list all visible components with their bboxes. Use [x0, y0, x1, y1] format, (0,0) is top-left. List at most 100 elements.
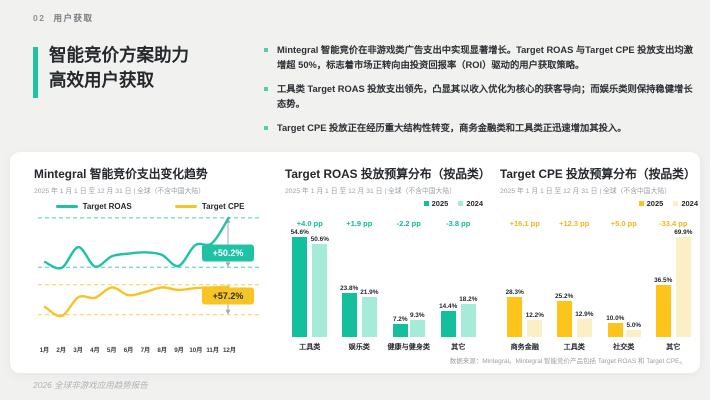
- bar-wrap: 18.2%: [459, 296, 477, 337]
- bar-group: 28.3% 12.2%: [500, 233, 550, 337]
- bar: [556, 300, 572, 337]
- legend-swatch-icon: [673, 201, 679, 206]
- month-tick: 12月: [222, 347, 237, 354]
- bar-wrap: 7.2%: [392, 316, 408, 337]
- month-tick: 9月: [174, 347, 184, 354]
- page-eyebrow: 02 用户获取: [33, 12, 93, 24]
- bars-area: 28.3% 12.2% 25.2% 12.9% 10.0% 5.0% 36.5% 69.9%: [500, 229, 699, 337]
- month-tick: 3月: [73, 347, 83, 354]
- bar-value-label: 36.5%: [654, 276, 673, 284]
- bar-group: 14.4% 18.2%: [434, 233, 484, 337]
- bar: [507, 296, 523, 337]
- bar: [626, 329, 642, 337]
- page-title: 智能竞价方案助力 高效用户获取: [49, 43, 189, 98]
- bar-value-label: 28.3%: [505, 288, 524, 296]
- category-tick: 娱乐类: [348, 343, 370, 351]
- bar-value-label: 50.6%: [310, 236, 329, 244]
- bar-value-label: 12.2%: [525, 311, 544, 319]
- bullet-item: 工具类 Target ROAS 投放支出领先，凸显其以收入优化为核心的获客导向；…: [264, 82, 698, 112]
- page-title-line1: 智能竞价方案助力: [49, 45, 189, 65]
- month-tick: 8月: [157, 347, 168, 354]
- source-note: 数据来源：Mintegral。Mintegral 智能竞价产品包括 Target…: [449, 358, 686, 365]
- svg-text:+50.2%: +50.2%: [213, 248, 244, 258]
- bar-wrap: 50.6%: [311, 236, 329, 337]
- bar-group: 10.0% 5.0%: [599, 233, 649, 337]
- page-title-line2: 高效用户获取: [49, 70, 154, 91]
- bullet-text: 工具类 Target ROAS 投放支出领先，凸显其以收入优化为核心的获客导向；…: [277, 84, 693, 110]
- bar-value-label: 9.3%: [409, 312, 425, 319]
- bar-wrap: 12.2%: [525, 311, 544, 337]
- key-insights-list: Mintegral 智能竞价在非游戏类广告支出中实现显著增长。Target RO…: [264, 43, 698, 136]
- section-label: 用户获取: [53, 13, 94, 23]
- bar: [655, 284, 671, 337]
- bar: [527, 319, 543, 337]
- month-axis: 1月 2月 3月 4月 5月 6月 7月 8月 9月 10月 11月 12月: [36, 345, 238, 354]
- change-pp-label: +1.9 pp: [346, 219, 373, 228]
- bar-group: 54.6% 50.6%: [285, 229, 335, 337]
- category-tick: 其它: [451, 343, 466, 351]
- change-pp-label: +16.1 pp: [509, 219, 540, 228]
- bar: [361, 296, 377, 337]
- bullet-square-icon: [264, 47, 268, 52]
- category-axis: 商务金融 工具类 社交类 其它: [500, 342, 698, 352]
- chart-title: Mintegral 智能竞价支出变化趋势: [34, 167, 208, 181]
- bar-wrap: 54.6%: [291, 229, 309, 337]
- legend-swatch-icon: [423, 201, 429, 206]
- change-pp-label: -2.2 pp: [396, 219, 421, 228]
- bullet-item: Mintegral 智能竞价在非游戏类广告支出中实现显著增长。Target RO…: [264, 43, 698, 73]
- bar-group: 25.2% 12.9%: [550, 233, 600, 337]
- month-tick: 1月: [39, 347, 50, 354]
- month-tick: 7月: [140, 347, 151, 354]
- roas-budget-chart: Target ROAS 投放预算分布（按品类） 2025 年 1 月 1 日 至…: [285, 165, 491, 352]
- bar: [409, 320, 425, 337]
- charts-card: Mintegral 智能竞价支出变化趋势 2025 年 1 月 1 日 至 12…: [10, 152, 700, 373]
- chart-title: Target CPE 投放预算分布（按品类）: [500, 167, 696, 181]
- line-swatch-icon: [55, 205, 78, 208]
- month-tick: 2月: [56, 347, 67, 354]
- legend-swatch-icon: [638, 201, 644, 206]
- cpe-budget-chart: Target CPE 投放预算分布（按品类） 2025 年 1 月 1 日 至 …: [500, 165, 698, 352]
- line-swatch-icon: [174, 205, 197, 208]
- title-accent-bar: [33, 47, 38, 98]
- bar: [440, 310, 456, 337]
- month-tick: 10月: [189, 347, 203, 354]
- bar-value-label: 14.4%: [439, 302, 458, 310]
- bar-wrap: 36.5%: [654, 277, 672, 337]
- year-legend: 2025 2024: [500, 199, 698, 208]
- spend-trend-svg: +50.2% +57.2%: [38, 216, 260, 318]
- change-pp-label: -33.4 pp: [659, 219, 688, 228]
- bar-wrap: 14.4%: [439, 303, 457, 337]
- bar-wrap: 9.3%: [409, 312, 425, 337]
- change-labels-row: +16.1 pp +12.3 pp +5.0 pp -33.4 pp: [500, 219, 698, 228]
- legend-item: 2024: [673, 199, 698, 208]
- category-tick: 其它: [666, 343, 681, 351]
- bar: [460, 303, 476, 337]
- month-tick: 6月: [123, 347, 134, 354]
- bar: [312, 244, 328, 337]
- bar: [392, 323, 408, 337]
- bar-wrap: 5.0%: [626, 322, 642, 337]
- legend-item: Target CPE: [174, 202, 244, 211]
- bar-group: 36.5% 69.9%: [649, 229, 699, 337]
- bar-value-label: 54.6%: [290, 229, 309, 236]
- spend-trend-chart: Mintegral 智能竞价支出变化趋势 2025 年 1 月 1 日 至 12…: [34, 165, 266, 354]
- bar-wrap: 28.3%: [505, 288, 524, 337]
- bullet-square-icon: [264, 125, 268, 130]
- page-number: 02: [33, 13, 46, 23]
- legend-swatch-icon: [458, 201, 464, 206]
- bars-area: 54.6% 50.6% 23.8% 21.9% 7.2% 9.3% 14.4% 18.2%: [285, 229, 484, 337]
- legend-item: Target ROAS: [55, 202, 132, 211]
- title-block: 智能竞价方案助力 高效用户获取: [33, 45, 189, 98]
- bar-wrap: 25.2%: [555, 293, 573, 337]
- bar-wrap: 12.9%: [575, 311, 593, 337]
- chart-title: Target ROAS 投放预算分布（按品类）: [285, 167, 491, 181]
- bullet-item: Target CPE 投放正在经历重大结构性转变，商务金融类和工具类正迅速增加其…: [264, 121, 698, 136]
- category-tick: 商务金融: [510, 343, 539, 351]
- chart-subtitle: 2025 年 1 月 1 日 至 12 月 31 日 | 全球（不含中国大陆）: [34, 188, 205, 195]
- category-axis: 工具类 娱乐类 健康与健身类 其它: [285, 342, 483, 352]
- legend-item: 2025: [638, 199, 663, 208]
- bullet-square-icon: [264, 86, 268, 91]
- bar-value-label: 23.8%: [340, 285, 359, 293]
- bar-value-label: 69.9%: [674, 229, 693, 236]
- category-tick: 健康与健身类: [387, 343, 431, 351]
